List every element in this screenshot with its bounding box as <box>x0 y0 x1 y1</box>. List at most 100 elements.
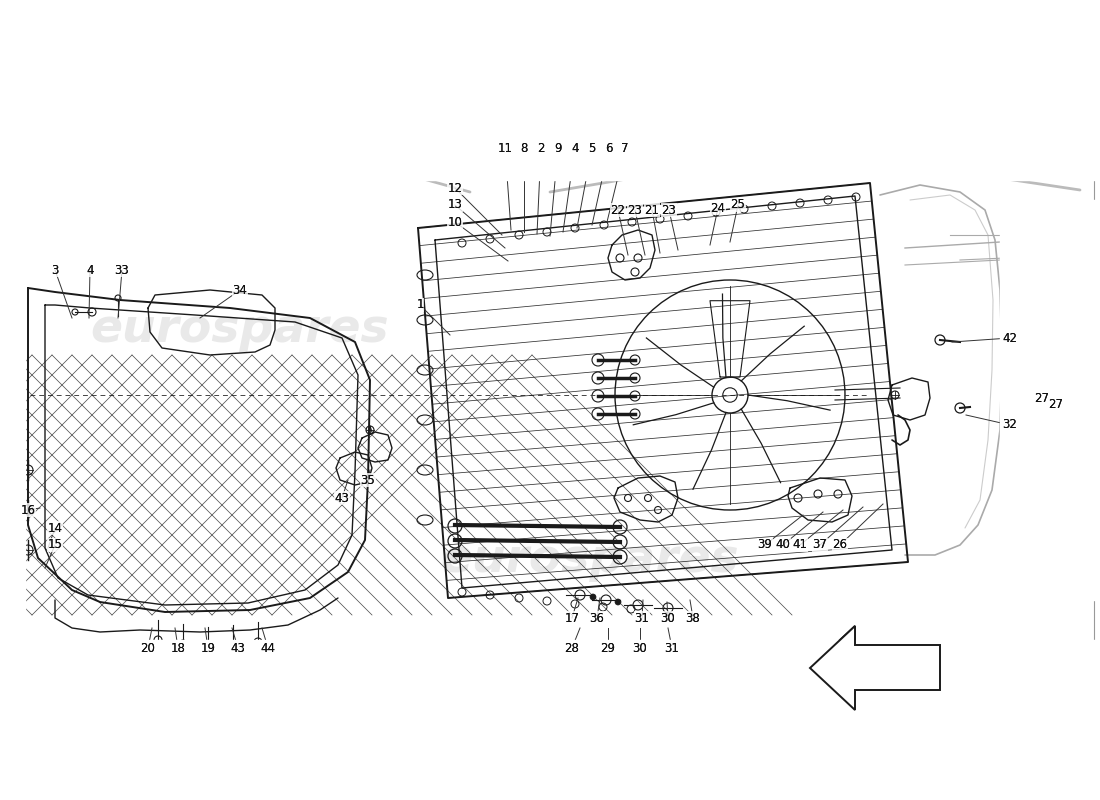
Text: 13: 13 <box>448 198 462 211</box>
Text: 33: 33 <box>114 263 130 277</box>
Text: 28: 28 <box>564 642 580 654</box>
Text: 31: 31 <box>664 642 680 654</box>
Text: 21: 21 <box>645 203 660 217</box>
Text: 44: 44 <box>261 642 275 654</box>
Text: 30: 30 <box>661 611 675 625</box>
Text: 11: 11 <box>497 142 513 154</box>
Polygon shape <box>415 0 1100 180</box>
Text: 8: 8 <box>520 142 528 154</box>
Text: 14: 14 <box>47 522 63 534</box>
Text: 26: 26 <box>833 538 847 551</box>
Text: 16: 16 <box>21 503 35 517</box>
Text: 38: 38 <box>685 611 701 625</box>
Circle shape <box>615 599 622 605</box>
Text: 16: 16 <box>21 503 35 517</box>
Text: 22: 22 <box>610 203 626 217</box>
Text: 23: 23 <box>661 203 676 217</box>
Text: 24: 24 <box>711 202 726 214</box>
Text: 17: 17 <box>564 611 580 625</box>
Text: 11: 11 <box>497 142 513 154</box>
Text: 33: 33 <box>114 263 130 277</box>
Text: 15: 15 <box>47 538 63 551</box>
Text: 17: 17 <box>564 611 580 625</box>
Text: 13: 13 <box>448 198 462 211</box>
Text: 9: 9 <box>554 142 562 154</box>
Text: 3: 3 <box>52 263 58 277</box>
Text: 18: 18 <box>170 642 186 654</box>
Text: 39: 39 <box>758 538 772 551</box>
Text: 21: 21 <box>645 203 660 217</box>
Text: 42: 42 <box>1002 331 1018 345</box>
Text: 22: 22 <box>610 203 626 217</box>
Text: 43: 43 <box>231 642 245 654</box>
Text: 44: 44 <box>261 642 275 654</box>
Text: 3: 3 <box>52 263 58 277</box>
Text: 31: 31 <box>664 642 680 654</box>
Text: 4: 4 <box>86 263 94 277</box>
Text: 1: 1 <box>416 298 424 311</box>
Text: 31: 31 <box>635 611 649 625</box>
Text: 25: 25 <box>730 198 746 211</box>
Text: 6: 6 <box>605 142 613 154</box>
Text: 35: 35 <box>361 474 375 486</box>
Text: 34: 34 <box>232 283 248 297</box>
Text: 23: 23 <box>661 203 676 217</box>
Text: 23: 23 <box>628 203 642 217</box>
Text: 7: 7 <box>621 142 629 154</box>
Text: 41: 41 <box>792 538 807 551</box>
Text: 25: 25 <box>730 198 746 211</box>
Text: 32: 32 <box>1002 418 1018 431</box>
Polygon shape <box>0 640 1100 800</box>
Polygon shape <box>810 626 940 710</box>
Polygon shape <box>1000 200 1100 600</box>
Text: 40: 40 <box>776 538 791 551</box>
Text: 12: 12 <box>448 182 462 194</box>
Text: 5: 5 <box>588 142 596 154</box>
Text: 30: 30 <box>661 611 675 625</box>
Text: 29: 29 <box>601 642 616 654</box>
Text: 23: 23 <box>628 203 642 217</box>
Text: 29: 29 <box>601 642 616 654</box>
Text: 4: 4 <box>571 142 579 154</box>
Text: 2: 2 <box>537 142 544 154</box>
Text: 18: 18 <box>170 642 186 654</box>
Text: 27: 27 <box>1034 391 1049 405</box>
Text: 27: 27 <box>1048 398 1063 411</box>
Text: 43: 43 <box>334 491 350 505</box>
Text: 27: 27 <box>1048 398 1063 411</box>
Text: eurospares: eurospares <box>90 307 389 353</box>
Text: 2: 2 <box>537 142 544 154</box>
Text: 37: 37 <box>813 538 827 551</box>
Text: 12: 12 <box>448 182 462 194</box>
Text: 1: 1 <box>416 298 424 311</box>
Text: 8: 8 <box>520 142 528 154</box>
Polygon shape <box>810 626 940 710</box>
Text: 24: 24 <box>711 202 726 214</box>
Text: 43: 43 <box>231 642 245 654</box>
Text: 43: 43 <box>334 491 350 505</box>
Text: 36: 36 <box>590 611 604 625</box>
Text: 42: 42 <box>1002 331 1018 345</box>
Text: 32: 32 <box>1002 418 1018 431</box>
Text: 4: 4 <box>86 263 94 277</box>
Text: 10: 10 <box>448 215 462 229</box>
Text: 6: 6 <box>605 142 613 154</box>
Text: 20: 20 <box>141 642 155 654</box>
Text: 5: 5 <box>588 142 596 154</box>
Text: 26: 26 <box>833 538 847 551</box>
Text: 19: 19 <box>200 642 216 654</box>
Polygon shape <box>0 0 415 220</box>
Text: 31: 31 <box>635 611 649 625</box>
Text: 10: 10 <box>448 215 462 229</box>
Text: 41: 41 <box>792 538 807 551</box>
Text: 38: 38 <box>685 611 701 625</box>
Text: 40: 40 <box>776 538 791 551</box>
Polygon shape <box>0 0 25 800</box>
Text: 39: 39 <box>758 538 772 551</box>
Text: 7: 7 <box>621 142 629 154</box>
Text: 35: 35 <box>361 474 375 486</box>
Text: 30: 30 <box>632 642 648 654</box>
Text: eurospares: eurospares <box>441 538 739 582</box>
Text: 27: 27 <box>1034 391 1049 405</box>
Text: 9: 9 <box>554 142 562 154</box>
